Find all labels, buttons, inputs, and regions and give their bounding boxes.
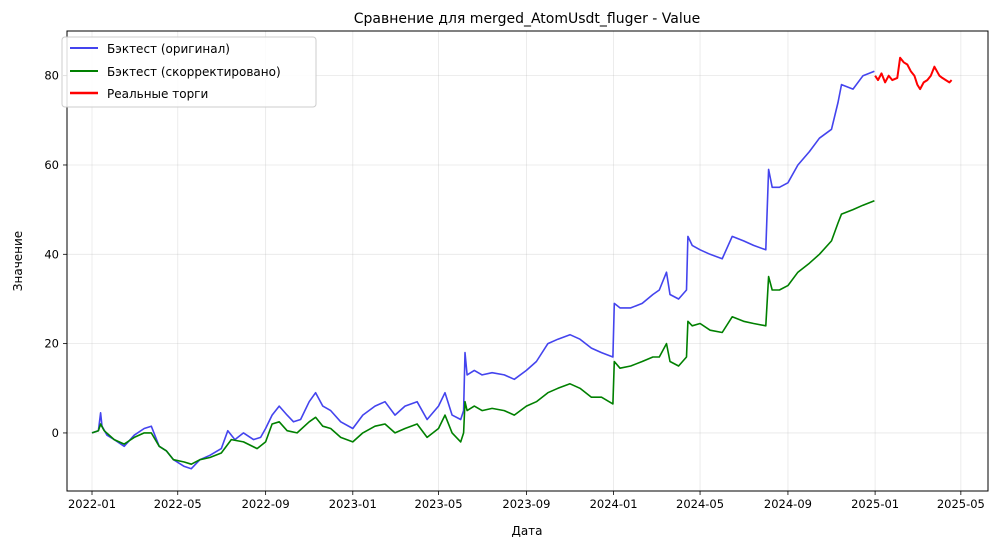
series-lines	[91, 56, 953, 470]
legend-label-adjusted: Бэктест (скорректировано)	[107, 65, 281, 79]
x-axis-label: Дата	[511, 524, 542, 538]
x-tick-label: 2023-09	[502, 497, 550, 511]
y-tick-label: 0	[52, 426, 59, 440]
x-tick-label: 2023-05	[415, 497, 463, 511]
series-line-adjusted	[91, 199, 875, 465]
chart-title: Сравнение для merged_AtomUsdt_fluger - V…	[354, 11, 701, 27]
legend-label-real: Реальные торги	[107, 87, 208, 101]
x-tick-label: 2024-01	[590, 497, 638, 511]
grid	[67, 31, 988, 491]
y-tick-label: 60	[44, 158, 59, 172]
legend-box	[61, 36, 317, 108]
series-line-original	[91, 70, 875, 470]
y-tick-label: 40	[44, 247, 59, 261]
x-tick-label: 2024-05	[676, 497, 724, 511]
y-axis-ticks: 0 20 40 60 80	[44, 69, 67, 440]
y-tick-label: 80	[44, 69, 59, 83]
x-tick-label: 2022-09	[242, 497, 290, 511]
x-axis-ticks: 2022-01 2022-05 2022-09 2023-01 2023-05 2023-…	[68, 491, 985, 511]
y-axis-label: Значение	[11, 231, 25, 291]
legend: Бэктест (оригинал) Бэктест (скорректиров…	[61, 36, 317, 108]
plot-frame	[66, 30, 989, 492]
series-line-real	[874, 56, 953, 91]
x-tick-label: 2025-01	[851, 497, 899, 511]
x-tick-label: 2025-05	[937, 497, 985, 511]
x-tick-label: 2022-05	[154, 497, 202, 511]
x-tick-label: 2024-09	[764, 497, 812, 511]
legend-label-original: Бэктест (оригинал)	[107, 42, 230, 56]
x-tick-label: 2023-01	[329, 497, 377, 511]
x-tick-label: 2022-01	[68, 497, 116, 511]
y-tick-label: 20	[44, 337, 59, 351]
